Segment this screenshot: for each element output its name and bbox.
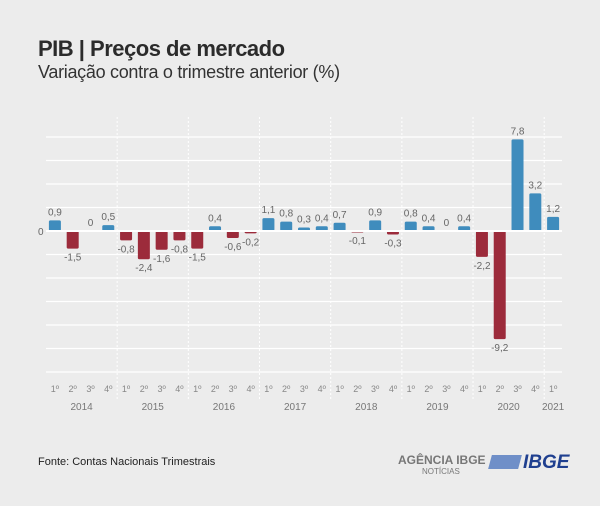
data-label: -0,1 — [349, 236, 367, 247]
ibge-logo: IBGE — [488, 452, 569, 474]
quarter-tick-label: 2º — [424, 384, 433, 394]
quarter-tick-label: 3º — [158, 384, 167, 394]
year-tick-label: 2014 — [70, 402, 93, 413]
data-label: 0,4 — [208, 213, 222, 224]
data-label: -0,2 — [242, 237, 260, 248]
bar — [226, 231, 239, 239]
bar — [262, 218, 275, 231]
bar — [404, 221, 417, 231]
data-label: 1,2 — [546, 204, 560, 215]
quarter-tick-label: 1º — [549, 384, 558, 394]
data-label: 1,1 — [261, 205, 275, 216]
data-label: -0,8 — [171, 244, 189, 255]
bar — [280, 221, 293, 231]
quarter-tick-label: 4º — [460, 384, 469, 394]
data-label: 0,3 — [297, 214, 311, 225]
data-label: 0,4 — [315, 213, 329, 224]
data-label: 0,5 — [101, 212, 115, 223]
bar — [422, 226, 435, 231]
year-tick-label: 2019 — [426, 402, 449, 413]
quarter-tick-label: 2º — [282, 384, 291, 394]
quarter-tick-label: 1º — [264, 384, 273, 394]
bar — [315, 226, 328, 231]
bar — [529, 193, 542, 231]
bar — [458, 226, 471, 231]
quarter-tick-label: 2º — [496, 384, 505, 394]
data-label: -2,2 — [473, 261, 491, 272]
bar — [137, 231, 150, 260]
quarter-tick-label: 2º — [211, 384, 220, 394]
data-label: -1,5 — [189, 253, 207, 264]
data-label: 0,4 — [422, 213, 436, 224]
quarter-tick-label: 2º — [353, 384, 362, 394]
year-tick-label: 2021 — [542, 402, 565, 413]
quarter-tick-label: 1º — [193, 384, 202, 394]
quarter-tick-label: 4º — [246, 384, 255, 394]
year-tick-label: 2020 — [497, 402, 520, 413]
bar — [333, 222, 346, 231]
bar — [209, 226, 222, 231]
bar — [511, 139, 524, 231]
data-label: 0 — [444, 218, 450, 229]
quarter-tick-label: 3º — [300, 384, 309, 394]
bar-chart: 0,9 1º -1,5 2º 0 3º 0,5 4º 2014 -0,8 1º -2,4 2º -1,6 3… — [38, 117, 565, 413]
data-label: 0,7 — [333, 210, 347, 221]
bar — [369, 220, 382, 231]
bar — [493, 231, 506, 340]
data-label: 7,8 — [511, 126, 525, 137]
bar — [475, 231, 488, 257]
data-label: 3,2 — [528, 180, 542, 191]
data-label: -9,2 — [491, 343, 509, 354]
quarter-tick-label: 1º — [122, 384, 131, 394]
bar — [48, 220, 61, 231]
data-label: 0,8 — [404, 209, 418, 220]
bar — [102, 225, 115, 231]
data-label: -1,6 — [153, 254, 171, 265]
data-label: 0,9 — [48, 207, 62, 218]
quarter-tick-label: 2º — [69, 384, 78, 394]
quarter-tick-label: 3º — [513, 384, 522, 394]
quarter-tick-label: 4º — [175, 384, 184, 394]
quarter-tick-label: 1º — [335, 384, 344, 394]
data-label: -2,4 — [135, 263, 153, 274]
year-tick-label: 2016 — [213, 402, 236, 413]
y-zero-label: 0 — [38, 227, 44, 238]
chart-title: PIB | Preços de mercado — [38, 36, 285, 61]
data-label: -0,6 — [224, 242, 242, 253]
year-tick-label: 2017 — [284, 402, 307, 413]
data-label: -1,5 — [64, 253, 82, 264]
data-label: 0,9 — [368, 207, 382, 218]
data-label: 0,4 — [457, 213, 471, 224]
quarter-tick-label: 4º — [318, 384, 327, 394]
bar — [173, 231, 186, 241]
quarter-tick-label: 1º — [51, 384, 60, 394]
quarter-tick-label: 3º — [229, 384, 238, 394]
quarter-tick-label: 2º — [140, 384, 149, 394]
quarter-tick-label: 3º — [442, 384, 451, 394]
quarter-tick-label: 4º — [531, 384, 540, 394]
source-note: Fonte: Contas Nacionais Trimestrais — [38, 456, 216, 468]
data-label: -0,3 — [384, 239, 402, 250]
quarter-tick-label: 3º — [371, 384, 380, 394]
bar — [120, 231, 133, 241]
data-label: -0,8 — [117, 244, 135, 255]
bar — [66, 231, 79, 249]
quarter-tick-label: 4º — [104, 384, 113, 394]
quarter-tick-label: 1º — [407, 384, 416, 394]
chart-subtitle: Variação contra o trimestre anterior (%) — [38, 62, 340, 82]
data-label: 0 — [88, 218, 94, 229]
bar — [155, 231, 168, 250]
quarter-tick-label: 1º — [478, 384, 487, 394]
data-label: 0,8 — [279, 209, 293, 220]
year-tick-label: 2015 — [142, 402, 165, 413]
year-tick-label: 2018 — [355, 402, 378, 413]
bar — [547, 216, 560, 231]
quarter-tick-label: 4º — [389, 384, 398, 394]
quarter-tick-label: 3º — [86, 384, 95, 394]
agencia-ibge-logo: AGÊNCIA IBGE NOTÍCIAS — [398, 453, 486, 476]
bar — [191, 231, 204, 249]
